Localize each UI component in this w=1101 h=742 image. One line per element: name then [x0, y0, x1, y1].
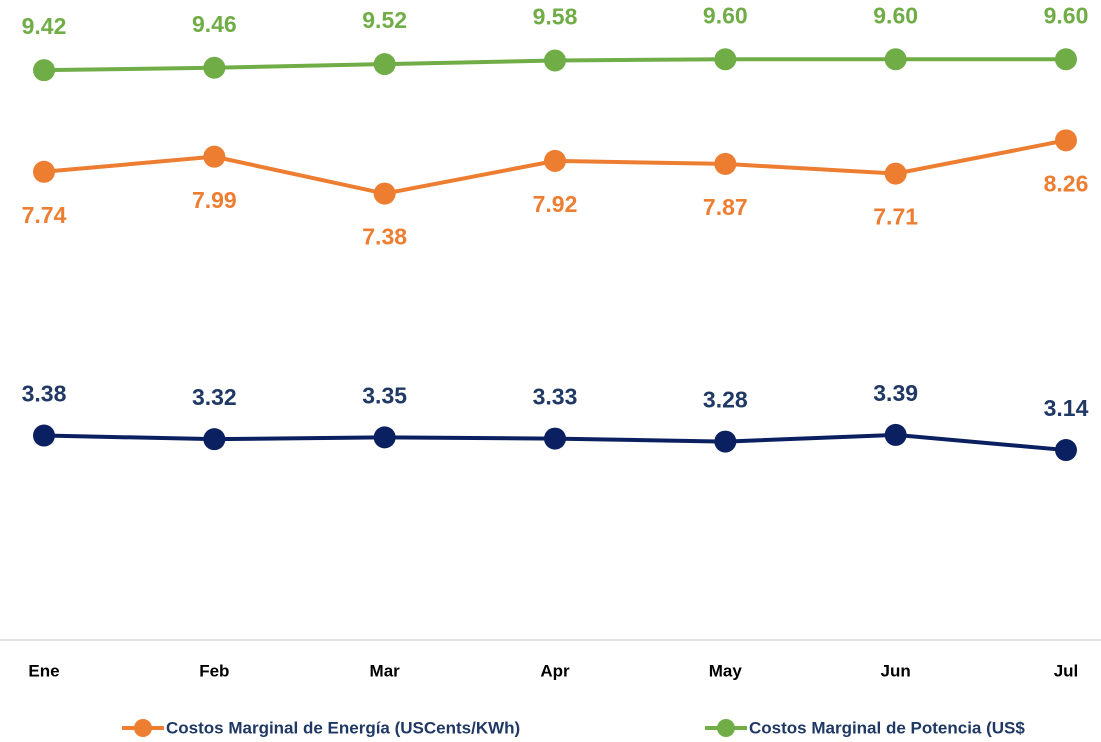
legend-marker: [134, 719, 152, 737]
data-label: 3.38: [22, 381, 67, 407]
marker: [543, 427, 566, 450]
data-label: 7.71: [873, 204, 918, 230]
x-tick-label: Jun: [881, 661, 911, 680]
data-label: 9.46: [192, 11, 237, 37]
data-label: 7.92: [533, 191, 578, 217]
data-label: 3.35: [362, 382, 407, 408]
x-tick-label: Apr: [540, 661, 570, 680]
marker: [1054, 129, 1077, 152]
marker: [373, 426, 396, 449]
marker: [543, 149, 566, 172]
data-label: 9.52: [362, 7, 407, 33]
x-tick-label: Feb: [199, 661, 229, 680]
x-tick-label: May: [709, 661, 743, 680]
x-tick-label: Mar: [370, 661, 401, 680]
data-label: 9.58: [533, 4, 578, 30]
marker: [714, 48, 737, 71]
marker: [33, 160, 55, 183]
marker: [203, 428, 226, 451]
data-label: 9.60: [873, 2, 918, 28]
data-label: 7.87: [703, 194, 748, 220]
data-label: 9.60: [1044, 2, 1089, 28]
marker: [714, 430, 737, 453]
marker: [33, 59, 55, 82]
marker: [543, 49, 566, 72]
marker: [33, 424, 55, 447]
marker: [884, 48, 907, 71]
marker: [373, 53, 396, 76]
marker: [1054, 48, 1077, 71]
marker: [884, 423, 907, 446]
data-label: 7.74: [22, 202, 67, 228]
marker: [373, 182, 396, 205]
marker: [714, 152, 737, 175]
data-label: 3.28: [703, 387, 748, 413]
data-label: 7.99: [192, 187, 237, 213]
data-label: 7.38: [362, 224, 407, 250]
x-tick-label: Ene: [28, 661, 59, 680]
marker: [203, 56, 226, 79]
legend-marker: [717, 719, 735, 737]
data-label: 3.33: [533, 384, 578, 410]
marker: [1054, 439, 1077, 462]
data-label: 3.32: [192, 384, 237, 410]
marker: [884, 162, 907, 185]
data-label: 9.60: [703, 2, 748, 28]
data-label: 3.14: [1044, 395, 1089, 421]
marker: [203, 145, 226, 168]
legend-label: Costos Marginal de Potencia (US$: [749, 718, 1025, 737]
legend-label: Costos Marginal de Energía (USCents/KWh): [166, 718, 520, 737]
data-label: 8.26: [1044, 170, 1089, 196]
data-label: 3.39: [873, 380, 918, 406]
x-tick-label: Jul: [1054, 661, 1079, 680]
data-label: 9.42: [22, 13, 67, 39]
